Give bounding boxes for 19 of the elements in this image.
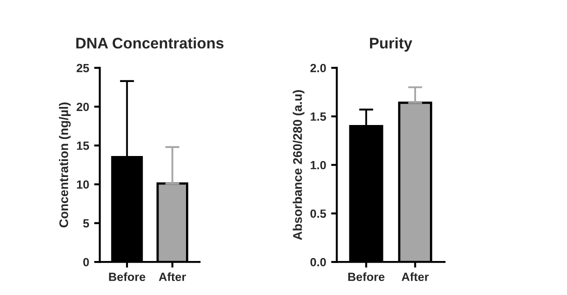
chart-title: Purity — [370, 37, 412, 52]
y-tick-label: 25 — [76, 64, 90, 72]
y-tick-label: 20 — [76, 102, 89, 112]
x-tick-label: After — [158, 272, 186, 282]
y-axis-title: Concentration (ng/µl) — [58, 102, 71, 228]
y-tick-label: 15 — [76, 142, 90, 150]
y-tick-label: 0.0 — [310, 258, 326, 266]
y-tick-label: 10 — [76, 180, 89, 189]
chart-title: DNA Concentrations — [76, 37, 224, 49]
y-tick-label: 5 — [83, 219, 90, 228]
x-tick-label: Before — [348, 272, 384, 282]
y-tick-label: 1.0 — [310, 160, 326, 170]
x-tick-label: Before — [109, 272, 146, 282]
x-tick-label: After — [402, 272, 429, 282]
y-tick-label: 0.5 — [310, 209, 326, 218]
y-tick-label: 0 — [83, 258, 89, 266]
y-tick-label: 2.0 — [310, 64, 326, 72]
y-tick-label: 1.5 — [310, 112, 326, 121]
y-axis-title: Absorbance 260/280 (a.u) — [292, 90, 304, 240]
